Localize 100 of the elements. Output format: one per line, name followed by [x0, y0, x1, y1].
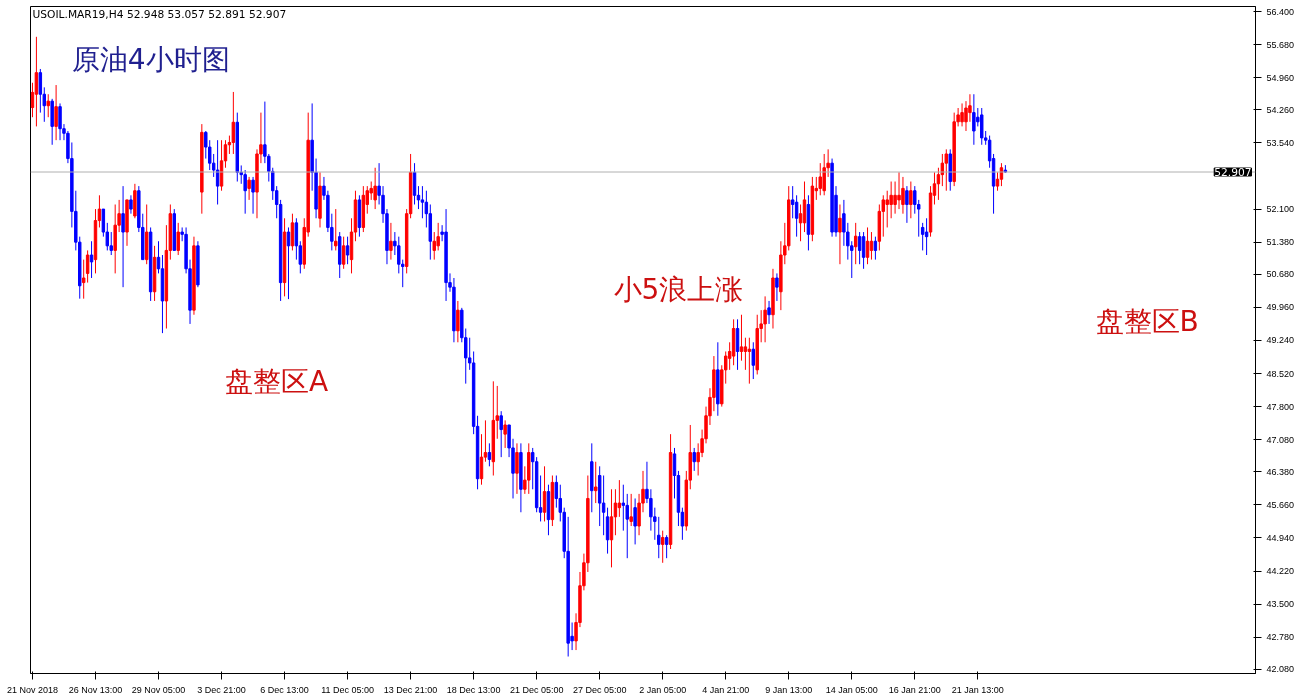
ref-line-label: 52.907 [1214, 166, 1252, 180]
candlestick [503, 419, 507, 449]
candlestick [838, 203, 842, 265]
candlestick [231, 91, 236, 155]
candlestick [763, 295, 767, 343]
candlestick [420, 185, 425, 219]
candlestick [515, 442, 519, 495]
x-tick-label: 6 Dec 13:00 [260, 684, 309, 695]
candlestick [802, 181, 807, 233]
candlestick [247, 176, 251, 201]
x-tick-label: 21 Nov 2018 [6, 684, 58, 695]
candlestick [972, 93, 976, 146]
candlestick [920, 222, 925, 251]
y-tick-label: 49.240 [1266, 335, 1295, 346]
candlestick [657, 516, 661, 559]
y-tick-label: 54.960 [1266, 72, 1295, 83]
candlestick [499, 410, 503, 458]
candlestick [334, 208, 338, 251]
candlestick [129, 194, 133, 215]
candlestick [487, 442, 492, 467]
candlestick [243, 169, 247, 215]
x-tick-label: 21 Dec 05:00 [509, 684, 564, 695]
candlestick [660, 530, 665, 564]
candlestick [857, 231, 862, 265]
chart-title: USOIL.MAR19,H4 52.948 53.057 52.891 52.907 [32, 7, 287, 21]
x-tick-label: 18 Dec 13:00 [446, 684, 501, 695]
candlestick [751, 341, 756, 380]
candlestick [621, 484, 626, 532]
x-tick-label: 9 Jan 13:00 [765, 684, 813, 695]
candlestick [34, 36, 39, 127]
candlestick [432, 231, 436, 261]
x-tick-label: 27 Dec 05:00 [572, 684, 627, 695]
y-tick-label: 56.400 [1266, 6, 1295, 17]
candlestick [901, 176, 905, 215]
y-tick-label: 54.260 [1266, 104, 1295, 115]
y-tick-label: 53.540 [1266, 137, 1295, 148]
candlestick [341, 236, 346, 270]
candlestick [664, 534, 669, 559]
candlestick [613, 488, 618, 536]
y-tick-label: 44.940 [1266, 532, 1295, 543]
candlestick [251, 176, 255, 215]
candlestick [960, 102, 964, 127]
y-tick-label: 52.100 [1266, 204, 1295, 215]
candlestick [822, 153, 826, 196]
y-tick-label: 55.680 [1266, 39, 1295, 50]
candlestick [373, 167, 377, 210]
x-tick-label: 2 Jan 05:00 [639, 684, 687, 695]
y-tick-label: 46.380 [1266, 466, 1295, 477]
annotation: 原油4小时图 [71, 42, 230, 76]
y-tick-label: 49.960 [1266, 302, 1295, 313]
candlestick [554, 475, 559, 509]
y-tick-label: 43.500 [1266, 599, 1295, 610]
candlestick [692, 447, 696, 472]
candlestick [629, 493, 633, 527]
annotation: 盘整区A [225, 365, 329, 399]
candlestick [853, 222, 858, 265]
x-tick-label: 21 Jan 13:00 [951, 684, 1004, 695]
x-tick-label: 29 Nov 05:00 [131, 684, 186, 695]
candlestick [89, 240, 94, 279]
x-tick-label: 3 Dec 21:00 [197, 684, 246, 695]
y-tick-label: 47.080 [1266, 434, 1295, 445]
y-tick-label: 44.220 [1266, 566, 1295, 577]
candlestick [885, 190, 889, 228]
x-tick-label: 16 Jan 21:00 [888, 684, 941, 695]
candlestick [775, 272, 779, 302]
candlestick [479, 433, 484, 486]
candlestick [46, 93, 50, 118]
candlestick [909, 181, 913, 219]
candlestick [58, 102, 62, 141]
candlestick [345, 236, 350, 265]
candlestick [980, 107, 984, 146]
y-tick-label: 51.380 [1266, 237, 1295, 248]
candlestick [601, 475, 606, 536]
candlestick [38, 68, 43, 114]
annotation: 小5浪上涨 [613, 272, 744, 306]
x-tick-label: 11 Dec 05:00 [321, 684, 375, 695]
candlestick [286, 226, 291, 300]
x-tick-label: 13 Dec 21:00 [383, 684, 438, 695]
candlestick [767, 300, 771, 325]
annotation: 盘整区B [1095, 304, 1199, 338]
candlestick [389, 222, 393, 261]
candlestick [617, 479, 622, 518]
candlestick [54, 84, 58, 141]
candlestick [995, 171, 1000, 192]
y-tick-label: 42.780 [1266, 632, 1295, 643]
candlestick [456, 300, 460, 343]
y-tick-label: 47.800 [1266, 401, 1295, 412]
candlestick [747, 337, 752, 385]
candlestick [905, 185, 909, 224]
candlestick [176, 222, 180, 256]
x-tick-label: 4 Jan 21:00 [702, 684, 750, 695]
y-tick-label: 48.520 [1266, 368, 1295, 379]
candlestick [121, 185, 125, 288]
y-tick-label: 42.080 [1266, 664, 1295, 675]
candlestick [594, 461, 598, 504]
y-tick-label: 45.660 [1266, 499, 1295, 510]
candlestick [85, 249, 90, 284]
candlestick [924, 217, 929, 256]
candlestick [798, 203, 803, 242]
y-tick-label: 50.680 [1266, 269, 1295, 280]
